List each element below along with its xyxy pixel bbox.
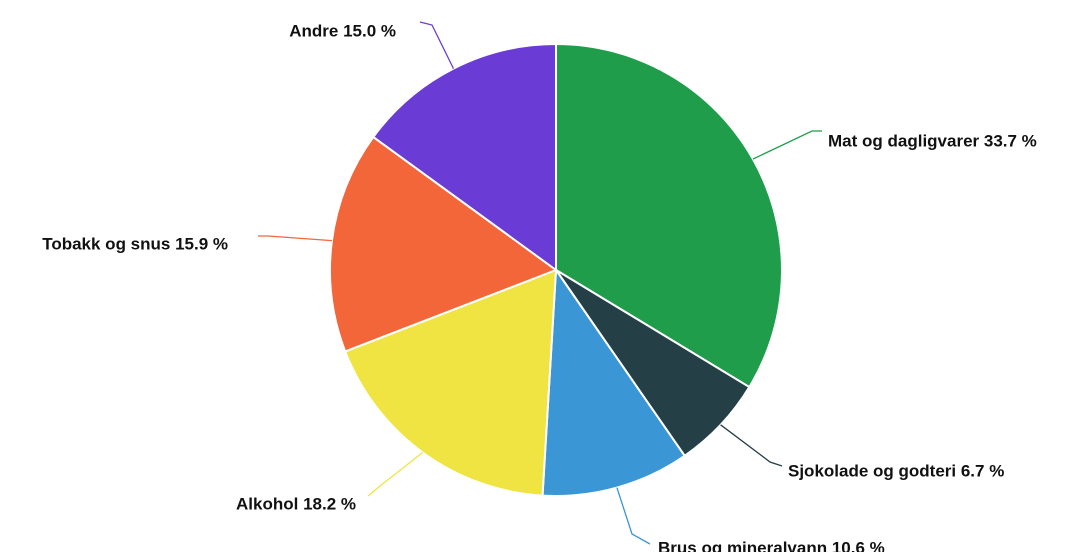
leader-line-brus-og-mineralvann <box>616 487 651 545</box>
leader-line-tobakk-og-snus <box>258 235 332 242</box>
pie-slice-tobakk-og-snus <box>328 135 559 353</box>
pie-slices <box>328 42 783 497</box>
pie-slice-brus-og-mineralvann <box>541 267 687 497</box>
pie-slice-alkohol <box>343 268 558 497</box>
pie-slice-andre <box>371 42 557 272</box>
slice-label-alkohol: Alkohol 18.2 % <box>236 494 356 513</box>
leader-lines <box>258 21 822 545</box>
slice-label-tobakk-og-snus: Tobakk og snus 15.9 % <box>42 234 228 253</box>
pie-slice-mat-og-dagligvarer <box>555 42 783 389</box>
slice-labels: Mat og dagligvarer 33.7 % Sjokolade og go… <box>42 21 1037 552</box>
slice-label-andre: Andre 15.0 % <box>289 21 396 40</box>
slice-label-mat-og-dagligvarer: Mat og dagligvarer 33.7 % <box>828 131 1037 150</box>
slice-label-sjokolade-og-godteri: Sjokolade og godteri 6.7 % <box>788 461 1004 480</box>
leader-line-mat-og-dagligvarer <box>752 130 822 160</box>
leader-line-alkohol <box>367 451 424 497</box>
slice-label-brus-og-mineralvann: Brus og mineralvann 10.6 % <box>658 538 885 552</box>
leader-line-sjokolade-og-godteri <box>720 424 783 467</box>
leader-line-andre <box>419 21 455 69</box>
